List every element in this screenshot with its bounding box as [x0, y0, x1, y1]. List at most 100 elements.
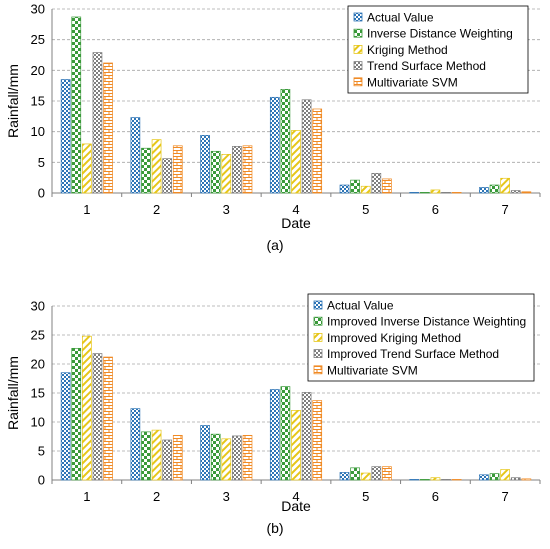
x-tick-label: 1 [83, 489, 90, 504]
chart-panel-a: 0 5 10 15 20 25 30 1 2 3 4 5 6 7 Date Rainfall/mm (a) Act… [5, 2, 541, 253]
bar-2-date-5 [350, 467, 360, 481]
y-tick-label: 25 [31, 328, 45, 343]
x-axis-title: Date [281, 498, 311, 514]
x-tick-label: 2 [153, 489, 160, 504]
y-tick-label: 25 [31, 32, 45, 47]
bar-1-date-6 [409, 479, 420, 481]
bar-4-date-4 [301, 99, 312, 194]
legend-label: Improved Trend Surface Method [327, 347, 499, 361]
y-tick-label: 5 [38, 444, 45, 459]
x-tick-label: 5 [362, 202, 369, 217]
bar-5-date-1 [103, 62, 113, 194]
bar-3-date-2 [151, 429, 162, 481]
legend-label: Multivariate SVM [367, 75, 458, 89]
bar-3-date-5 [360, 472, 371, 481]
legend-swatch [353, 61, 363, 70]
legend-label: Improved Kriging Method [327, 331, 461, 345]
bar-4-date-3 [232, 435, 242, 481]
bar-1-date-1 [60, 79, 71, 194]
bar-2-date-7 [489, 473, 500, 481]
bar-5-date-3 [242, 145, 253, 194]
bar-2-date-2 [141, 147, 151, 194]
y-tick-label: 0 [38, 186, 45, 201]
x-tick-label: 1 [83, 202, 90, 217]
bar-1-date-5 [339, 184, 350, 194]
bar-5-date-5 [382, 466, 392, 481]
y-tick-label: 5 [38, 155, 45, 170]
bar-2-date-2 [141, 431, 151, 481]
bar-4-date-7 [510, 477, 521, 481]
bar-5-date-4 [312, 400, 323, 481]
y-tick-label: 10 [31, 124, 45, 139]
bar-3-date-1 [82, 143, 92, 194]
legend-swatch [313, 300, 323, 310]
bar-2-date-6 [419, 192, 430, 194]
legend-label: Improved Inverse Distance Weighting [327, 315, 526, 329]
bar-1-date-4 [269, 96, 280, 194]
bar-3-date-3 [221, 438, 232, 481]
bar-3-date-6 [430, 477, 441, 481]
legend-box [307, 293, 535, 382]
x-tick-label: 2 [153, 202, 160, 217]
x-tick-label: 3 [223, 489, 230, 504]
bar-5-date-5 [382, 178, 392, 194]
x-tick-label: 4 [292, 489, 299, 504]
bar-2-date-6 [419, 479, 430, 481]
legend: Actual Value Inverse Distance Weighting Kr… [347, 5, 529, 94]
bar-3-date-4 [291, 130, 301, 194]
y-tick-label: 30 [31, 2, 45, 17]
legend-label: Actual Value [367, 11, 434, 25]
bar-3-date-5 [360, 185, 371, 194]
legend: Actual Value Improved Inverse Distance We… [307, 293, 535, 382]
y-tick-label: 20 [31, 357, 45, 372]
legend-swatch [353, 28, 363, 38]
bar-1-date-1 [60, 372, 71, 481]
x-tick-label: 7 [502, 489, 509, 504]
bar-1-date-3 [200, 425, 210, 481]
legend-label: Trend Surface Method [367, 59, 486, 73]
legend-swatch [353, 45, 363, 54]
bar-4-date-7 [510, 190, 521, 194]
bar-5-date-7 [521, 191, 532, 194]
legend-swatch [353, 12, 363, 22]
y-tick-label: 15 [31, 386, 45, 401]
bar-1-date-6 [409, 192, 420, 194]
x-tick-label: 4 [292, 202, 299, 217]
bar-3-date-3 [221, 154, 232, 194]
bar-3-date-2 [151, 139, 162, 194]
bar-1-date-7 [479, 474, 489, 481]
y-tick-label: 0 [38, 473, 45, 488]
bar-4-date-4 [301, 392, 312, 481]
legend-swatch [313, 365, 323, 375]
bar-1-date-3 [200, 134, 210, 194]
bar-2-date-1 [71, 16, 82, 194]
bar-3-date-6 [430, 189, 441, 194]
bar-2-date-5 [350, 179, 360, 194]
bar-4-date-6 [441, 479, 451, 481]
legend-label: Multivariate SVM [327, 363, 418, 377]
x-tick-label: 6 [432, 489, 439, 504]
bar-2-date-3 [210, 150, 221, 194]
x-tick-label: 6 [432, 202, 439, 217]
y-tick-label: 15 [31, 94, 45, 109]
legend-swatch [353, 77, 363, 87]
panel-label: (b) [266, 520, 283, 536]
bar-2-date-3 [210, 433, 221, 481]
bar-4-date-6 [441, 192, 451, 194]
bar-5-date-7 [521, 478, 532, 481]
legend-label: Inverse Distance Weighting [367, 27, 513, 41]
bar-5-date-2 [172, 145, 183, 194]
panel-label: (a) [266, 237, 283, 253]
y-axis-title: Rainfall/mm [5, 356, 21, 430]
bar-2-date-1 [71, 347, 82, 481]
bar-4-date-5 [371, 466, 382, 481]
bar-3-date-7 [500, 177, 510, 194]
y-tick-label: 10 [31, 415, 45, 430]
bar-1-date-2 [130, 117, 141, 194]
bar-4-date-2 [162, 158, 173, 194]
bar-5-date-6 [451, 192, 462, 194]
y-tick-label: 20 [31, 63, 45, 78]
bar-2-date-7 [489, 184, 500, 194]
